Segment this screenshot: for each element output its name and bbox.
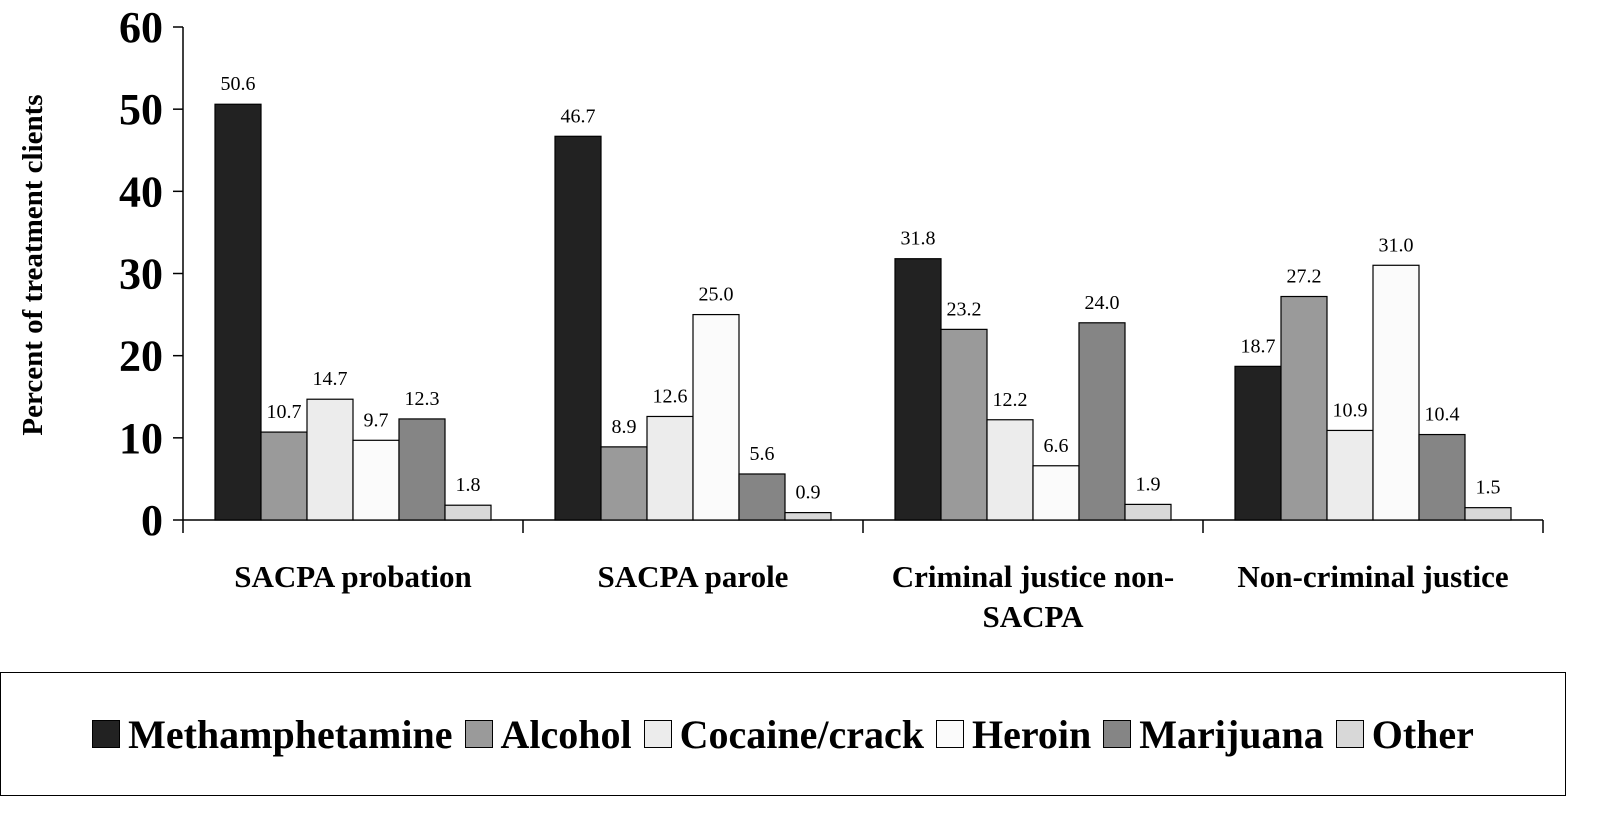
value-label: 1.8 [456,474,481,496]
legend-label: Alcohol [500,711,632,757]
x-tick-label: SACPA probation [234,559,472,594]
y-tick-label: 60 [119,3,163,52]
legend-label: Cocaine/crack [679,711,924,757]
value-label: 23.2 [947,298,982,320]
bar [444,504,492,521]
y-tick-label: 10 [119,414,163,463]
value-label: 10.9 [1333,399,1368,421]
bar [894,258,942,521]
value-label: 46.7 [561,105,596,127]
bar [1326,429,1374,521]
value-label: 31.8 [901,228,936,250]
value-label: 12.3 [405,388,440,410]
legend-swatch [464,720,493,748]
bar [986,419,1034,521]
value-label: 5.6 [750,443,775,465]
legend-swatch [1335,720,1364,748]
value-label: 1.5 [1476,477,1501,499]
bar [260,431,308,521]
legend-label: Methamphetamine [128,711,453,757]
legend-label: Other [1371,711,1474,757]
value-label: 8.9 [612,416,637,438]
value-label: 31.0 [1379,234,1414,256]
legend-item: Cocaine/crack [643,711,924,758]
chart: Percent of treatment clients 0 10 20 30 40 50… [17,3,1544,545]
bar [784,512,832,521]
legend-item: Methamphetamine [92,711,453,758]
bar [352,439,400,521]
bar [1124,503,1172,521]
value-label: 27.2 [1287,266,1322,288]
bar [306,398,354,521]
bar [214,103,262,521]
legend-swatch [643,720,672,748]
x-tick-label: Criminal justice non-SACPA [891,559,1175,634]
bar [398,418,446,521]
value-label: 0.9 [796,482,821,504]
value-label: 50.6 [221,73,256,95]
bar [600,446,648,521]
x-tick-label: SACPA parole [597,559,789,594]
value-label: 18.7 [1241,335,1276,357]
value-label: 25.0 [699,284,734,306]
value-label: 24.0 [1085,292,1120,314]
x-tick-label: Non-criminal justice [1237,559,1509,594]
bar [940,328,988,521]
bar [646,415,694,521]
legend: Methamphetamine Alcohol Cocaine/crack Heroi… [0,672,1566,796]
legend-swatch [92,720,121,748]
y-tick-label: 50 [119,85,163,134]
value-label: 10.4 [1425,404,1460,426]
y-axis-label: Percent of treatment clients [17,94,49,435]
bar [1464,507,1512,521]
y-tick-label: 40 [119,167,163,216]
legend-item: Heroin [936,711,1091,758]
legend-label: Heroin [972,711,1092,757]
value-label: 6.6 [1044,435,1069,457]
y-tick-label: 20 [119,332,163,381]
bar [1280,295,1328,521]
bar [1234,365,1282,521]
legend-item: Other [1335,711,1474,758]
bar [1078,322,1126,521]
legend-swatch [936,720,964,748]
legend-item: Alcohol [464,711,632,758]
legend-item: Marijuana [1103,711,1324,758]
bar [1032,465,1080,521]
bar [1418,433,1466,521]
y-tick-label: 30 [119,250,163,299]
value-label: 12.2 [993,389,1028,411]
bar [554,135,602,521]
bar [738,473,786,521]
value-label: 14.7 [313,368,348,390]
y-tick-label: 0 [141,496,163,545]
value-label: 9.7 [364,409,389,431]
legend-label: Marijuana [1139,711,1324,757]
value-label: 12.6 [653,385,688,407]
bar [1372,264,1420,521]
legend-swatch [1103,720,1132,748]
bar [692,313,740,521]
value-label: 10.7 [267,401,302,423]
value-label: 1.9 [1136,473,1161,495]
